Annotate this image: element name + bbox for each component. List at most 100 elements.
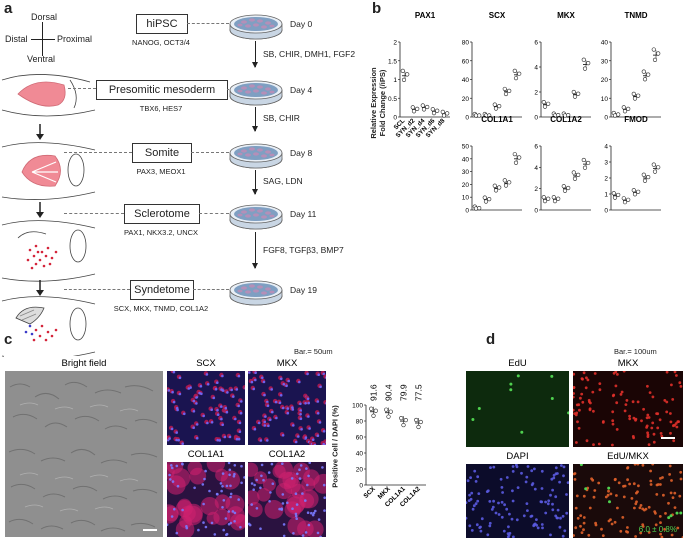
chart-b-col1a2: COL1A2 0 2 4 6 — [534, 115, 591, 215]
ventral-label: Ventral — [27, 54, 56, 64]
cell-dot — [221, 506, 224, 509]
cell-dot — [172, 370, 176, 374]
cell-dot — [673, 506, 677, 509]
cell-dot — [170, 466, 174, 470]
data-point — [425, 104, 430, 110]
cell-dot — [669, 412, 672, 415]
data-point — [656, 165, 661, 170]
cell-dot — [239, 525, 242, 529]
cell-dot — [240, 400, 243, 403]
cell-dot — [665, 370, 669, 374]
cell-dot — [308, 461, 311, 464]
cell-dot — [232, 475, 236, 478]
cell-dot — [307, 523, 311, 527]
data-point — [435, 108, 440, 113]
cell-dot — [626, 466, 629, 470]
cell-dot — [679, 477, 683, 481]
cell-dot — [296, 472, 299, 476]
cell-dot — [606, 493, 610, 497]
cell-dot — [592, 495, 596, 499]
cell-dot — [172, 400, 176, 404]
cell-dot — [292, 424, 295, 427]
cell-dot — [216, 408, 219, 412]
data-point — [546, 101, 551, 106]
cell-dot — [645, 416, 649, 420]
y-tick-label: 20 — [462, 182, 470, 189]
data-point — [497, 185, 502, 190]
cell-dot — [560, 464, 563, 467]
cell-dot — [649, 483, 653, 486]
data-point — [440, 109, 445, 114]
cell-dot — [224, 406, 228, 410]
y-tick-label: 40 — [462, 77, 470, 84]
cell-dot — [270, 388, 273, 391]
cell-dot — [229, 484, 232, 488]
cell-dot — [226, 391, 229, 394]
y-tick-label: 10 — [462, 195, 470, 202]
cell-dot — [210, 408, 213, 411]
cell-dot — [187, 387, 191, 390]
data-point — [542, 104, 548, 109]
cell-dot — [233, 511, 237, 515]
data-point — [483, 113, 489, 118]
data-point — [582, 165, 588, 170]
data-point — [388, 409, 393, 414]
cell-dot — [307, 401, 310, 405]
mkx-label-d: MKX — [573, 357, 683, 371]
cell-dot — [540, 500, 544, 504]
cell-dot — [181, 508, 184, 512]
merge-label: EdU/MKX — [573, 450, 683, 464]
cell-dot — [319, 385, 322, 389]
chart-b-scx: SCX 0 20 40 60 80 — [462, 11, 522, 122]
data-point — [386, 414, 391, 419]
day-label-1: Day 4 — [290, 85, 313, 95]
data-point — [441, 113, 447, 118]
data-point — [562, 113, 568, 118]
cell-dot — [270, 462, 274, 466]
cell-dot — [269, 491, 272, 494]
data-point — [646, 72, 651, 77]
cell-dot — [253, 483, 256, 487]
data-point — [616, 192, 621, 198]
cell-dot — [658, 418, 662, 422]
cell-dot — [189, 467, 207, 485]
y-tick-label: 6 — [534, 144, 538, 151]
cell-dot — [227, 461, 231, 465]
cell-dot — [312, 511, 316, 515]
data-point — [562, 188, 568, 193]
cell-dot — [598, 382, 602, 385]
data-point — [552, 199, 558, 204]
cell-dot — [610, 522, 614, 526]
mkx-texture-d — [573, 369, 683, 447]
cell-dot — [304, 402, 307, 405]
cell-dot — [235, 437, 239, 441]
data-point — [572, 176, 578, 181]
cell-dot — [549, 533, 552, 537]
cell-dot — [324, 444, 326, 445]
cell-dot — [672, 439, 676, 443]
cell-dot — [259, 439, 263, 442]
cell-dot — [221, 472, 225, 475]
cell-dot — [222, 499, 226, 502]
cell-dot — [318, 421, 322, 424]
cell-dot — [565, 511, 569, 515]
cell-dot — [592, 409, 595, 413]
dapi-texture — [466, 463, 569, 538]
cell-dot — [263, 393, 266, 397]
edu-texture — [471, 374, 569, 434]
cell-dot — [305, 467, 308, 470]
data-point — [636, 93, 641, 98]
cell-dot — [552, 476, 556, 480]
data-point — [631, 188, 636, 193]
y-tick-label: 60 — [356, 435, 364, 442]
cell-dot — [213, 533, 217, 536]
cell-dot — [632, 416, 636, 420]
cell-dot — [649, 469, 652, 473]
cell-dot — [316, 434, 320, 437]
cell-dot — [467, 499, 471, 502]
data-point — [497, 103, 502, 109]
cell-dot — [512, 535, 515, 538]
data-point — [369, 406, 374, 411]
cell-dot — [550, 397, 554, 400]
cell-dot — [200, 496, 219, 516]
